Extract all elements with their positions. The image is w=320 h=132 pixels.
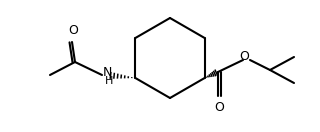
Text: O: O <box>214 101 224 114</box>
Text: H: H <box>105 76 113 86</box>
Text: O: O <box>239 51 249 63</box>
Text: N: N <box>102 67 112 79</box>
Text: O: O <box>68 24 78 37</box>
